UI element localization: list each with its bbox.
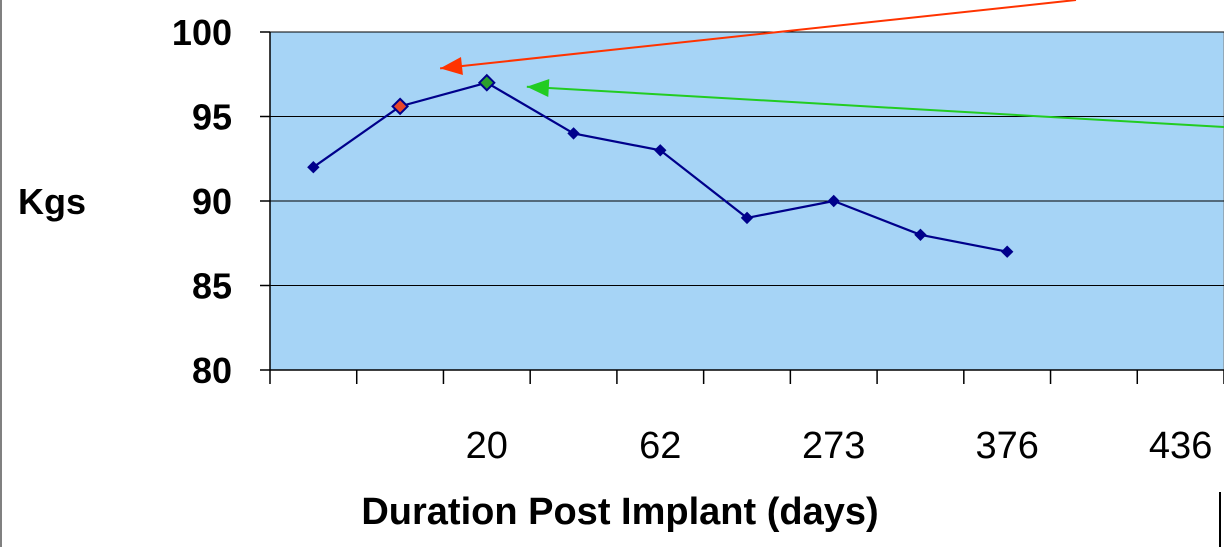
x-tick-label: 20 [466,425,508,467]
y-axis-label: Kgs [18,181,86,222]
y-tick-label: 85 [192,266,232,307]
x-axis-label: Duration Post Implant (days) [361,491,878,533]
x-tick-label: 376 [975,425,1038,467]
y-tick-label: 80 [192,350,232,391]
highlighted-point-marker [477,73,496,92]
point-marker [654,144,667,157]
series-layer [307,73,1014,258]
annotation-arrow-line [526,85,1224,128]
highlighted-point-marker [391,97,410,116]
x-tick-label: 62 [639,425,681,467]
annotation-arrow-line [439,0,1077,70]
point-marker [567,127,580,140]
y-tick-label: 95 [192,97,232,138]
gridlines [270,31,1224,286]
y-tick-label: 100 [172,12,232,53]
point-marker [914,228,927,242]
annotation-arrow-head [440,57,463,75]
annotation-layer [439,0,1224,128]
x-axis-ticks: 20 62 273 376 436 [269,370,1224,467]
y-axis-ticks: 80 85 90 95 100 [172,12,270,391]
point-marker [827,194,840,208]
y-tick-label: 90 [192,181,232,222]
x-tick-label: 273 [802,425,865,467]
point-marker [740,211,754,225]
point-marker [1000,245,1014,258]
annotation-arrow-head [526,78,550,97]
point-marker [307,160,320,174]
x-tick-label: 436 [1149,425,1212,467]
